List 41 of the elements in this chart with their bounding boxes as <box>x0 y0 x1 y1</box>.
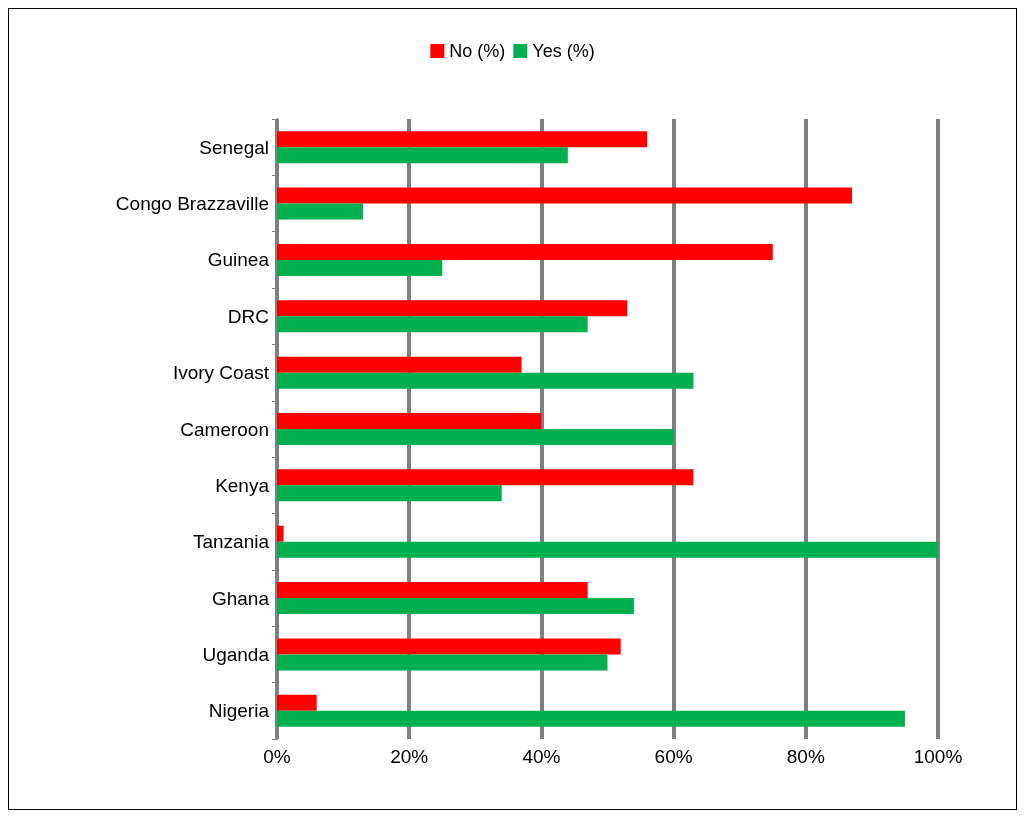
bar <box>277 582 588 599</box>
bar <box>277 638 621 655</box>
y-tick-label: Tanzania <box>192 531 270 553</box>
y-tick-label: DRC <box>227 305 269 327</box>
bar <box>277 259 443 276</box>
bar <box>277 429 674 445</box>
x-tick-label: 0% <box>263 746 291 767</box>
bar <box>277 356 522 373</box>
x-tick-label: 60% <box>654 746 693 767</box>
y-tick-label: Guinea <box>207 249 270 271</box>
y-tick-label: Nigeria <box>208 700 270 722</box>
y-tick-label: Cameroon <box>180 418 269 440</box>
bar <box>277 316 588 333</box>
bar <box>277 469 694 486</box>
bar <box>277 187 853 204</box>
y-tick-label: Uganda <box>202 643 270 665</box>
legend-label: No (%) <box>449 41 506 61</box>
y-tick-label: Kenya <box>215 474 270 496</box>
x-tick-label: 100% <box>913 746 963 767</box>
y-tick-label: Congo Brazzaville <box>115 193 269 215</box>
bar <box>277 485 502 502</box>
y-tick-label: Senegal <box>199 136 269 158</box>
bar <box>277 243 773 260</box>
bar <box>277 300 628 317</box>
bar <box>277 203 363 220</box>
bar <box>277 694 317 711</box>
bar <box>277 654 608 671</box>
bar <box>277 710 905 727</box>
bar <box>277 598 634 615</box>
y-tick-label: Ivory Coast <box>172 362 270 384</box>
bar <box>277 372 694 389</box>
legend-label: Yes (%) <box>532 41 595 61</box>
bar <box>277 525 284 542</box>
y-tick-label: Ghana <box>211 587 270 609</box>
x-tick-label: 20% <box>390 746 429 767</box>
bar <box>277 413 542 429</box>
bar <box>277 131 648 148</box>
bar <box>277 541 938 558</box>
bar <box>277 147 568 164</box>
x-tick-label: 40% <box>522 746 561 767</box>
x-tick-label: 80% <box>786 746 825 767</box>
